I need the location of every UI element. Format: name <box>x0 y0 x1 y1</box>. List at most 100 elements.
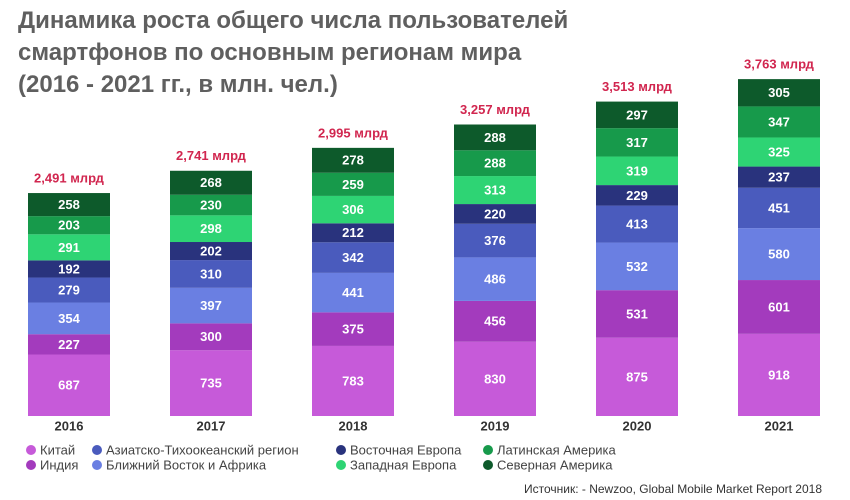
bar-segment <box>596 101 678 129</box>
bar-segment <box>28 260 110 278</box>
bar-segment <box>738 333 820 416</box>
legend-label: Восточная Европа <box>350 442 462 457</box>
bar-segment <box>170 323 252 351</box>
segment-label: 354 <box>58 311 80 326</box>
segment-label: 298 <box>200 221 222 236</box>
legend-label: Северная Америка <box>497 457 613 472</box>
segment-label: 413 <box>626 217 648 232</box>
bar-segment <box>738 280 820 334</box>
segment-label: 325 <box>768 144 790 159</box>
legend-swatch <box>92 460 102 470</box>
segment-label: 687 <box>58 378 80 393</box>
legend-swatch <box>336 460 346 470</box>
bar-segment <box>28 334 110 355</box>
total-label: 3,763 млрд <box>744 57 815 72</box>
segment-label: 297 <box>626 107 648 122</box>
legend-swatch <box>26 460 36 470</box>
bar-segment <box>596 156 678 186</box>
legend-label: Латинская Америка <box>497 442 617 457</box>
segment-label: 259 <box>342 177 364 192</box>
legend-label: Западная Европа <box>350 457 457 472</box>
bar-segment <box>454 223 536 258</box>
bar-segment <box>738 166 820 188</box>
legend-label: Азиатско-Тихоокеанский регион <box>106 442 299 457</box>
chart-title: Динамика роста общего числа пользователе… <box>18 7 568 34</box>
bar-segment <box>312 223 394 243</box>
source: Источник: - Newzoo, Global Mobile Market… <box>524 482 822 496</box>
total-label: 3,257 млрд <box>460 102 531 117</box>
bar-segment <box>170 215 252 243</box>
bar-segment <box>28 216 110 235</box>
legend-label: Китай <box>40 442 75 457</box>
bar-segment <box>596 185 678 206</box>
segment-label: 456 <box>484 314 506 329</box>
segment-label: 227 <box>58 337 80 352</box>
segment-label: 441 <box>342 285 364 300</box>
total-label: 2,491 млрд <box>34 170 105 185</box>
segment-label: 317 <box>626 135 648 150</box>
bar-segment <box>738 106 820 138</box>
bar-segment <box>170 350 252 416</box>
chart-title: (2016 - 2021 гг., в млн. чел.) <box>18 71 338 98</box>
segment-label: 313 <box>484 182 506 197</box>
segment-label: 305 <box>768 85 790 100</box>
legend-swatch <box>26 445 36 455</box>
segment-label: 192 <box>58 261 80 276</box>
bar-segment <box>454 257 536 301</box>
segment-label: 342 <box>342 250 364 265</box>
bar-segment <box>312 345 394 416</box>
segment-label: 237 <box>768 170 790 185</box>
bar-segment <box>454 150 536 177</box>
legend-swatch <box>336 445 346 455</box>
bar-segment <box>454 300 536 342</box>
bar-segment <box>454 341 536 416</box>
bar-segment <box>28 277 110 303</box>
segment-label: 580 <box>768 247 790 262</box>
segment-label: 735 <box>200 376 222 391</box>
segment-label: 203 <box>58 218 80 233</box>
segment-label: 397 <box>200 298 222 313</box>
x-tick-label: 2020 <box>623 418 652 433</box>
total-label: 3,513 млрд <box>602 79 673 94</box>
segment-label: 212 <box>342 225 364 240</box>
segment-label: 278 <box>342 153 364 168</box>
segment-label: 279 <box>58 282 80 297</box>
bar-segment <box>312 312 394 346</box>
total-label: 2,995 млрд <box>318 125 389 140</box>
segment-label: 601 <box>768 299 790 314</box>
bar-segment <box>738 187 820 229</box>
bar-segment <box>596 205 678 243</box>
bar-segment <box>454 124 536 151</box>
segment-label: 347 <box>768 114 790 129</box>
bar-segment <box>28 193 110 217</box>
bar-segment <box>170 242 252 261</box>
bar-segment <box>170 287 252 324</box>
bar-segment <box>596 290 678 338</box>
segment-label: 918 <box>768 367 790 382</box>
x-tick-label: 2016 <box>55 418 84 433</box>
bar-segment <box>738 79 820 107</box>
x-tick-label: 2019 <box>481 418 510 433</box>
segment-label: 376 <box>484 233 506 248</box>
segment-label: 375 <box>342 322 364 337</box>
bar-segment <box>454 176 536 205</box>
bar-segment <box>170 170 252 195</box>
segment-label: 783 <box>342 373 364 388</box>
segment-label: 486 <box>484 272 506 287</box>
legend-swatch <box>483 445 493 455</box>
legend-swatch <box>92 445 102 455</box>
bar-segment <box>312 195 394 224</box>
bar-segment <box>312 172 394 196</box>
legend-swatch <box>483 460 493 470</box>
segment-label: 830 <box>484 371 506 386</box>
segment-label: 202 <box>200 243 222 258</box>
bar-segment <box>596 337 678 416</box>
bar-segment <box>28 234 110 261</box>
segment-label: 230 <box>200 197 222 212</box>
bar-segment <box>170 260 252 288</box>
bar-segment <box>454 204 536 224</box>
segment-label: 531 <box>626 306 648 321</box>
x-tick-label: 2018 <box>339 418 368 433</box>
segment-label: 291 <box>58 240 80 255</box>
